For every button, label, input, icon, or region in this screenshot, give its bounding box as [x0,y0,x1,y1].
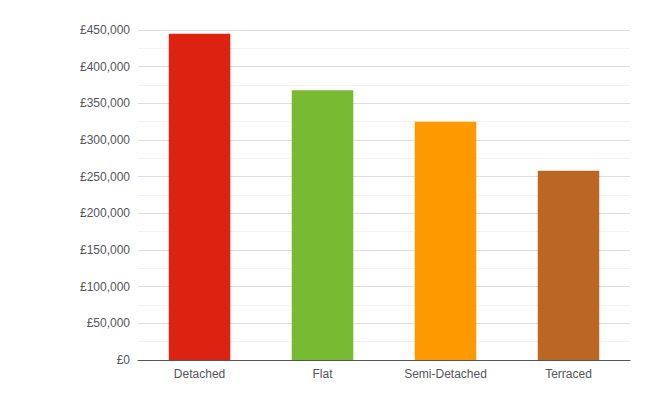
svg-text:£100,000: £100,000 [80,280,130,294]
svg-text:£150,000: £150,000 [80,243,130,257]
svg-text:Flat: Flat [313,367,334,381]
svg-text:£0: £0 [117,353,131,367]
svg-text:£350,000: £350,000 [80,96,130,110]
svg-text:£300,000: £300,000 [80,133,130,147]
svg-text:£450,000: £450,000 [80,23,130,37]
svg-text:£400,000: £400,000 [80,60,130,74]
svg-text:£250,000: £250,000 [80,170,130,184]
svg-text:Semi-Detached: Semi-Detached [404,367,487,381]
svg-text:Terraced: Terraced [545,367,592,381]
svg-text:Detached: Detached [174,367,225,381]
svg-text:£200,000: £200,000 [80,206,130,220]
svg-text:£50,000: £50,000 [87,316,131,330]
